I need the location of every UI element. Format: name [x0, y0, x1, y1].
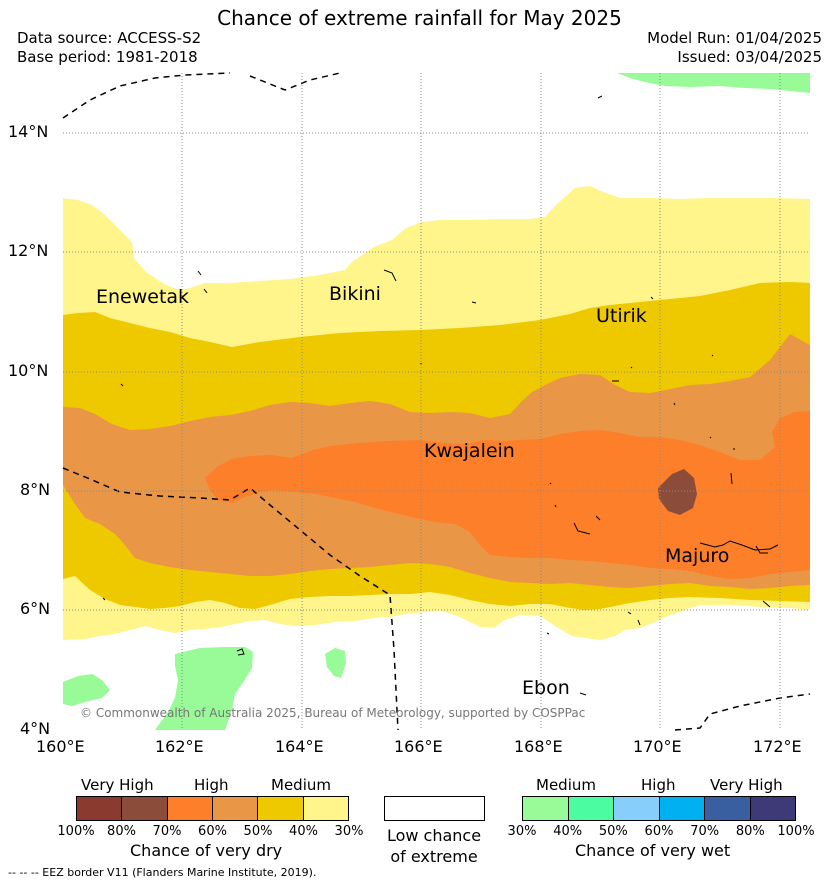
lon-tick-162e: 162°E [155, 737, 204, 756]
wet-30-40-region-north [617, 73, 810, 93]
place-label-majuro: Majuro [665, 545, 730, 567]
dry-tick-2: 70% [152, 824, 182, 839]
wet-30-40-region-3 [63, 674, 110, 706]
lon-tick-170e: 170°E [633, 737, 682, 756]
low-chance-label-line2: of extreme [390, 847, 478, 866]
dry-tick-4: 50% [243, 824, 273, 839]
dry-legend-medium: Medium [271, 776, 331, 794]
wet-colorbar [522, 796, 796, 821]
place-label-ebon: Ebon [522, 677, 570, 699]
base-period-text: Base period: 1981-2018 [17, 48, 198, 66]
dry-legend-title: Chance of very dry [130, 841, 283, 860]
island-outlines [102, 95, 779, 696]
lon-tick-172e: 172°E [753, 737, 802, 756]
lat-tick-14n: 14°N [8, 122, 49, 141]
place-label-bikini: Bikini [329, 283, 381, 305]
place-label-enewetak: Enewetak [96, 286, 190, 308]
wet-tick-2: 50% [598, 824, 628, 839]
lon-tick-164e: 164°E [275, 737, 324, 756]
wet-legend-title: Chance of very wet [575, 841, 731, 860]
dry-tick-5: 40% [289, 824, 318, 839]
wet-30-40-region-1 [155, 647, 253, 730]
wet-tick-6: 100% [777, 824, 815, 839]
dry-swatch-1 [122, 797, 168, 820]
dry-70-80-region [658, 469, 697, 515]
dry-tick-0: 100% [57, 824, 95, 839]
wet-tick-5: 80% [735, 824, 765, 839]
wet-swatch-1 [568, 797, 614, 820]
dry-legend-high: High [194, 776, 229, 794]
wet-swatch-3 [659, 797, 705, 820]
wet-tick-1: 40% [553, 824, 583, 839]
wet-tick-0: 30% [507, 824, 537, 839]
wet-tick-4: 70% [690, 824, 720, 839]
lat-tick-10n: 10°N [8, 361, 49, 380]
wet-legend-very-high: Very High [710, 776, 783, 794]
dry-swatch-3 [212, 797, 259, 820]
place-label-kwajalein: Kwajalein [424, 440, 515, 462]
lon-tick-168e: 168°E [514, 737, 563, 756]
wet-30-40-region-2 [325, 648, 346, 678]
lat-tick-6n: 6°N [20, 599, 51, 618]
lon-tick-166e: 166°E [394, 737, 443, 756]
dry-tick-3: 60% [198, 824, 227, 839]
wet-legend-medium: Medium [536, 776, 596, 794]
dry-swatch-4 [258, 797, 304, 820]
wet-swatch-0 [523, 797, 569, 820]
low-chance-label-line1: Low chance [386, 826, 482, 845]
wet-swatch-5 [750, 797, 795, 820]
eez-footnote: -- -- -- EEZ border V11 (Flanders Marine… [8, 866, 317, 879]
dry-legend-very-high: Very High [81, 776, 154, 794]
dry-60-70-region [205, 411, 810, 579]
wet-swatch-2 [614, 797, 660, 820]
issued-text: Issued: 03/04/2025 [677, 48, 822, 66]
dry-swatch-0 [77, 797, 123, 820]
wet-tick-3: 60% [644, 824, 674, 839]
dry-swatch-2 [167, 797, 213, 820]
lat-tick-8n: 8°N [20, 480, 51, 499]
dry-colorbar [76, 796, 349, 821]
model-run-text: Model Run: 01/04/2025 [647, 29, 822, 47]
lat-tick-4n: 4°N [20, 719, 51, 738]
copyright-notice: © Commonwealth of Australia 2025, Bureau… [80, 706, 586, 720]
lon-tick-160e: 160°E [36, 737, 85, 756]
wet-legend-high: High [641, 776, 676, 794]
map-title: Chance of extreme rainfall for May 2025 [217, 6, 622, 30]
dry-tick-1: 80% [107, 824, 136, 839]
eez-border-lines [62, 72, 811, 731]
wet-swatch-4 [705, 797, 751, 820]
place-label-utirik: Utirik [596, 305, 647, 327]
data-source-text: Data source: ACCESS-S2 [17, 29, 202, 47]
dry-swatch-5 [303, 797, 348, 820]
dry-tick-6: 30% [334, 824, 364, 839]
lat-tick-12n: 12°N [8, 241, 49, 260]
low-chance-swatch [384, 796, 485, 821]
